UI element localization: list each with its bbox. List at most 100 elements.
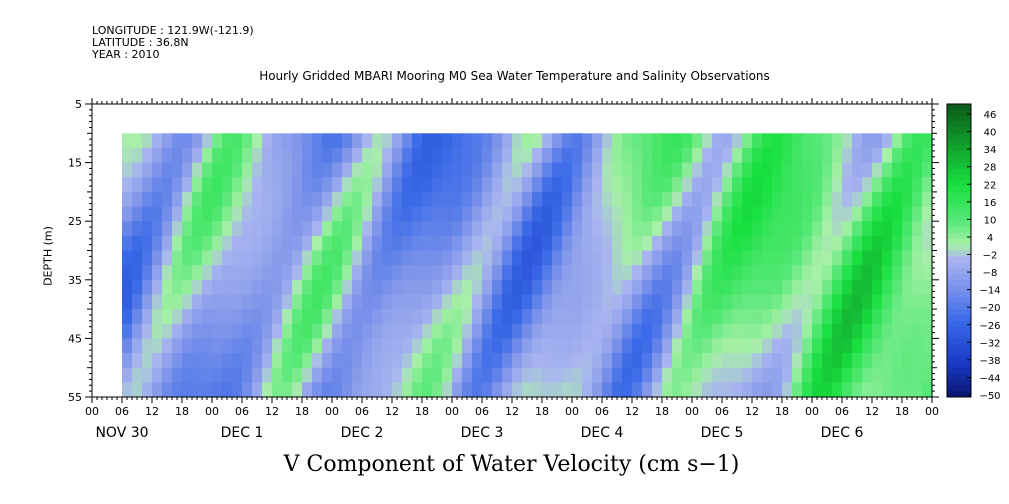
heatmap-cell	[402, 338, 413, 354]
heatmap-cell	[892, 353, 903, 369]
heatmap-cell	[822, 367, 833, 383]
heatmap-cell	[292, 133, 303, 149]
heatmap-cell	[792, 162, 803, 178]
heatmap-cell	[162, 367, 173, 383]
heatmap-cell	[432, 147, 443, 164]
heatmap-cell	[812, 367, 823, 383]
heatmap-cell	[442, 382, 453, 398]
heatmap-cell	[142, 382, 153, 398]
heatmap-cell	[272, 338, 283, 354]
heatmap-cell	[912, 162, 923, 178]
heatmap-cell	[652, 235, 663, 252]
heatmap-cell	[432, 338, 443, 354]
heatmap-cell	[892, 235, 903, 252]
heatmap-cell	[252, 133, 263, 149]
colorbar-segment	[947, 145, 971, 152]
heatmap-cell	[182, 279, 193, 296]
heatmap-cell	[712, 177, 723, 193]
heatmap-cell	[682, 353, 693, 369]
heatmap-cell	[382, 309, 393, 325]
heatmap-cell	[802, 191, 813, 208]
heatmap-cell	[812, 221, 823, 237]
heatmap-cell	[392, 221, 403, 237]
heatmap-cell	[382, 265, 393, 281]
heatmap-cell	[522, 250, 533, 266]
heatmap-cell	[182, 206, 193, 222]
heatmap-cell	[342, 177, 353, 193]
heatmap-cell	[822, 279, 833, 296]
heatmap-cell	[152, 221, 163, 237]
heatmap-cell	[342, 147, 353, 164]
heatmap-cell	[752, 367, 763, 383]
heatmap-cell	[362, 323, 373, 339]
heatmap-cell	[682, 250, 693, 266]
heatmap-cell	[882, 206, 893, 222]
heatmap-cell	[322, 221, 333, 237]
heatmap-cell	[502, 191, 513, 208]
heatmap-cell	[882, 382, 893, 398]
heatmap-cell	[382, 367, 393, 383]
heatmap-cell	[252, 147, 263, 164]
heatmap-cell	[512, 162, 523, 178]
heatmap-cell	[152, 177, 163, 193]
heatmap-cell	[712, 191, 723, 208]
heatmap-cell	[372, 162, 383, 178]
heatmap-cell	[652, 323, 663, 339]
heatmap-cell	[842, 279, 853, 296]
heatmap-cell	[802, 338, 813, 354]
heatmap-cell	[642, 235, 653, 252]
heatmap-cell	[832, 191, 843, 208]
heatmap-cell	[302, 294, 313, 310]
heatmap-cell	[782, 367, 793, 383]
heatmap-cell	[272, 221, 283, 237]
heatmap-cell	[192, 294, 203, 310]
heatmap-cell	[572, 147, 583, 164]
heatmap-cell	[792, 353, 803, 369]
heatmap-cell	[162, 382, 173, 398]
heatmap-cell	[232, 147, 243, 164]
heatmap-cell	[702, 353, 713, 369]
heatmap-cell	[532, 221, 543, 237]
heatmap-cell	[632, 309, 643, 325]
heatmap-cell	[592, 353, 603, 369]
heatmap-cell	[372, 206, 383, 222]
heatmap-cell	[792, 206, 803, 222]
heatmap-cell	[252, 265, 263, 281]
heatmap-cell	[722, 250, 733, 266]
heatmap-cell	[732, 191, 743, 208]
heatmap-cell	[172, 221, 183, 237]
heatmap-cell	[302, 206, 313, 222]
heatmap-cell	[312, 265, 323, 281]
heatmap-cell	[212, 323, 223, 339]
heatmap-cell	[142, 191, 153, 208]
heatmap-cell	[552, 309, 563, 325]
heatmap-cell	[452, 221, 463, 237]
heatmap-cell	[922, 162, 933, 178]
heatmap-cell	[922, 353, 933, 369]
heatmap-cell	[212, 265, 223, 281]
heatmap-cell	[122, 367, 133, 383]
heatmap-cell	[702, 279, 713, 296]
heatmap-cell	[202, 177, 213, 193]
heatmap-cell	[372, 265, 383, 281]
heatmap-cell	[342, 221, 353, 237]
heatmap-cell	[552, 367, 563, 383]
heatmap-cell	[782, 382, 793, 398]
heatmap-cell	[592, 206, 603, 222]
heatmap-cell	[712, 294, 723, 310]
heatmap-cell	[202, 309, 213, 325]
heatmap-cell	[912, 250, 923, 266]
heatmap-cell	[132, 323, 143, 339]
heatmap-cell	[332, 235, 343, 252]
heatmap-cell	[342, 323, 353, 339]
day-label: DEC 6	[821, 425, 864, 441]
heatmap-cell	[752, 353, 763, 369]
heatmap-cell	[722, 133, 733, 149]
heatmap-cell	[292, 162, 303, 178]
heatmap-cell	[772, 191, 783, 208]
colorbar-label: 10	[984, 215, 997, 226]
heatmap-cell	[642, 382, 653, 398]
heatmap-cell	[732, 177, 743, 193]
colorbar-segment	[947, 156, 971, 163]
heatmap-cell	[362, 353, 373, 369]
